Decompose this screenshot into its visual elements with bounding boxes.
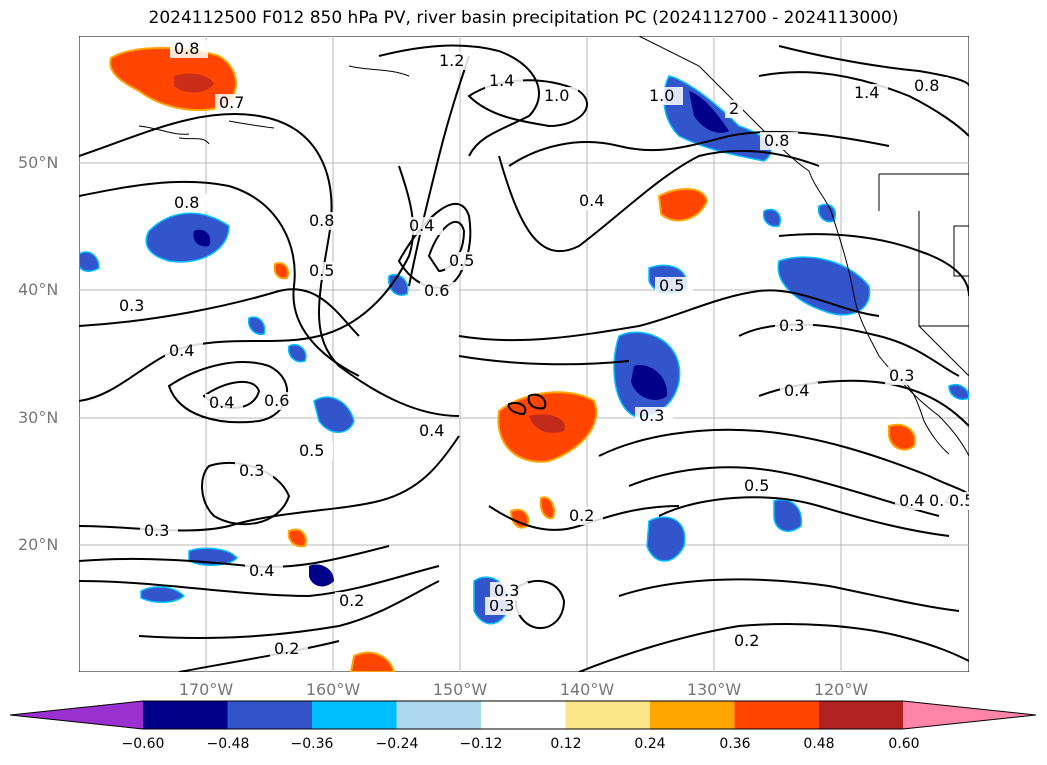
pv-contours: [79, 44, 969, 672]
contour-label: 0.3: [239, 461, 264, 480]
contour-label: 0.3: [489, 596, 514, 615]
colorbar-tick-label: −0.60: [121, 736, 165, 752]
contour-label: 0.8: [309, 211, 334, 230]
contour-label: 0.4: [784, 381, 809, 400]
contour-label: 1.4: [854, 83, 879, 102]
lon-label-130w: 130°W: [686, 680, 742, 699]
contour-label: 0.4: [169, 341, 194, 360]
colorbar-segment: [143, 701, 228, 729]
map-plot-area: 0.8 0.7 0.8 1.2 1.4 1.0 1.0 2 0.8 1.4 0.8 0.8 0.5 0.4…: [79, 36, 969, 672]
contour-label: 0.3: [639, 406, 664, 425]
lon-label-150w: 150°W: [432, 680, 488, 699]
contour-label: 0.4: [899, 491, 924, 510]
contour-label: 1.0: [649, 86, 674, 105]
contour-label: 1.4: [489, 71, 514, 90]
contour-labels: 0.8 0.7 0.8 1.2 1.4 1.0 1.0 2 0.8 1.4 0.8 0.8 0.5 0.4…: [115, 39, 969, 658]
colorbar-tick-label: −0.24: [375, 736, 419, 752]
lat-label-40n: 40°N: [18, 280, 59, 299]
colorbar-tick-label: −0.12: [459, 736, 503, 752]
contour-label: 1.0: [544, 86, 569, 105]
contour-label: 0.4: [419, 421, 444, 440]
colorbar-segment: [227, 701, 313, 729]
contour-label: 0.2: [734, 631, 759, 650]
map-title: 2024112500 F012 850 hPa PV, river basin …: [148, 8, 899, 28]
contour-label: 0.5: [449, 251, 474, 270]
lat-label-20n: 20°N: [18, 535, 59, 554]
colorbar-segment: [10, 701, 143, 729]
colorbar-segment: [734, 701, 820, 729]
lon-label-120w: 120°W: [813, 680, 869, 699]
colorbar-segment: [396, 701, 482, 729]
colorbar-tick-label: −0.36: [290, 736, 334, 752]
contour-label: 0.6: [264, 391, 289, 410]
contour-label: 0.8: [764, 131, 789, 150]
contour-label: 0.3: [119, 296, 144, 315]
contour-label: 0.3: [144, 521, 169, 540]
contour-label: 0.4: [579, 191, 604, 210]
contour-label: 0.4: [249, 561, 274, 580]
contour-label: 0.5: [744, 476, 769, 495]
colorbar-tick-label: 0.60: [888, 736, 920, 752]
lon-label-170w: 170°W: [178, 680, 234, 699]
lon-label-140w: 140°W: [559, 680, 615, 699]
colorbar-segment: [312, 701, 397, 729]
contour-label: 0.5: [299, 441, 324, 460]
contour-label: 0.4: [409, 216, 434, 235]
coastline: [138, 36, 969, 457]
contour-label: 0.8: [174, 39, 199, 58]
lat-label-30n: 30°N: [18, 408, 59, 427]
gridlines: [79, 36, 969, 672]
contour-label: 2: [729, 99, 739, 118]
contour-label: 0.7: [219, 93, 244, 112]
contour-label: 0.8: [174, 193, 199, 212]
contour-label: 1.2: [439, 51, 464, 70]
contour-label: 0.2: [274, 639, 299, 658]
colorbar-segment: [903, 701, 1036, 729]
contour-label: 0.3: [494, 581, 519, 600]
colorbar-tick-label: 0.12: [550, 736, 582, 752]
colorbar-tick-label: −0.48: [206, 736, 250, 752]
colorbar-segment: [650, 701, 735, 729]
contour-label: 0.3: [889, 366, 914, 385]
contour-label: 0.2: [569, 506, 594, 525]
colorbar-tick-label: 0.48: [803, 736, 835, 752]
colorbar-segment: [481, 701, 566, 729]
contour-label: 0.3: [779, 316, 804, 335]
contour-label: 0.2: [339, 591, 364, 610]
contour-label: 0.4: [209, 393, 234, 412]
lon-label-160w: 160°W: [305, 680, 361, 699]
colorbar-tick-label: 0.36: [719, 736, 751, 752]
colorbar-tick-label: 0.24: [634, 736, 666, 752]
contour-label: 0.5: [309, 261, 334, 280]
colorbar-segment: [819, 701, 904, 729]
colorbar: [10, 700, 1036, 730]
contour-label: 0.5: [949, 491, 969, 510]
contour-label: 0.5: [659, 276, 684, 295]
contour-label: 0.6: [424, 281, 449, 300]
contour-label: 0.8: [914, 76, 939, 95]
colorbar-segment: [565, 701, 651, 729]
lat-label-50n: 50°N: [18, 153, 59, 172]
